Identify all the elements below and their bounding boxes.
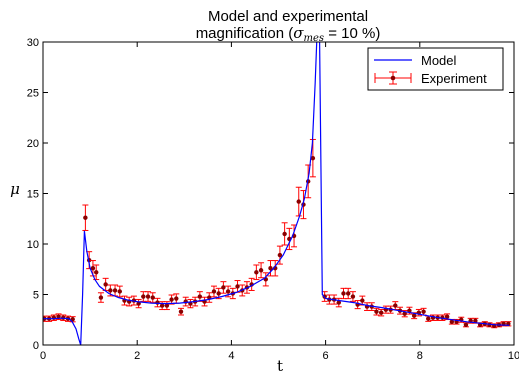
y-tick-label: 15 (27, 189, 39, 201)
y-tick-label: 25 (27, 88, 39, 100)
experiment-point (364, 302, 371, 311)
legend-experiment-swatch (374, 71, 412, 85)
experiment-point (444, 313, 451, 321)
experiment-point (281, 222, 288, 246)
experiment-point (102, 277, 109, 291)
experiment-point (378, 308, 385, 317)
experiment-point (196, 291, 203, 302)
experiment-point (210, 285, 217, 298)
experiment-point (178, 307, 185, 316)
x-tick-label: 8 (417, 350, 423, 362)
ticks-layer: 0 2 4 6 8 10 0 5 10 15 20 25 30 (27, 37, 519, 362)
x-tick-label: 4 (228, 350, 234, 362)
x-tick-label: 10 (508, 350, 519, 362)
x-tick-label: 6 (323, 350, 329, 362)
experiment-point (154, 297, 161, 308)
experiment-point (201, 296, 208, 307)
x-tick-label: 0 (40, 350, 46, 362)
legend-box (367, 47, 504, 91)
experiment-point (93, 264, 100, 281)
experiment-point (258, 262, 265, 279)
experiment-point (286, 227, 293, 251)
experiment-point (135, 298, 142, 309)
experiment-point (206, 292, 213, 303)
experiment-point (82, 204, 89, 231)
experiment-point (276, 245, 283, 265)
experiment-point (401, 310, 408, 318)
experiment-series (43, 138, 512, 329)
experiment-point (392, 301, 399, 311)
legend-experiment-label: Experiment (421, 71, 487, 86)
series-layer (43, 42, 512, 345)
experiment-point (116, 285, 123, 298)
plot-area (43, 42, 512, 345)
y-axis-label: μ (10, 180, 20, 198)
experiment-point (349, 291, 356, 302)
experiment-point (145, 291, 152, 302)
chart-title-subscript: mes (303, 33, 324, 44)
x-axis-label: t (277, 357, 283, 373)
experiment-point (187, 298, 194, 309)
experiment-point (300, 190, 307, 220)
experiment-point (345, 287, 352, 300)
y-tick-label: 30 (27, 37, 39, 49)
experiment-point (182, 296, 189, 307)
experiment-point (373, 307, 380, 316)
legend-model-label: Model (421, 53, 457, 68)
chart-title-line2: magnification (σmes = 10 %) (196, 24, 381, 44)
y-tick-label: 5 (33, 290, 39, 302)
experiment-point (149, 292, 156, 303)
y-tick-label: 0 (33, 340, 39, 352)
model-line (43, 42, 510, 345)
y-tick-label: 20 (27, 138, 39, 150)
experiment-point (163, 301, 170, 311)
experiment-point (225, 285, 232, 298)
experiment-point (382, 305, 389, 314)
experiment-point (97, 292, 104, 303)
experiment-point (359, 295, 366, 306)
chart-title-sigma: σ (293, 24, 304, 42)
chart-title-prefix: magnification ( (196, 25, 294, 42)
experiment-point (253, 264, 260, 281)
experiment-point (220, 281, 227, 294)
chart-title-line1: Model and experimental (208, 8, 368, 25)
experiment-point (340, 287, 347, 300)
experiment-point (295, 186, 302, 217)
experiment-point (112, 284, 119, 297)
chart-title-suffix: = 10 %) (324, 25, 380, 42)
experiment-point (168, 294, 175, 305)
experiment-point (55, 313, 62, 321)
legend: Model Experiment (367, 47, 504, 91)
experiment-point (272, 260, 279, 277)
y-tick-label: 10 (27, 239, 39, 251)
x-tick-label: 2 (134, 350, 140, 362)
experiment-point (425, 315, 432, 322)
experiment-point (173, 293, 180, 304)
